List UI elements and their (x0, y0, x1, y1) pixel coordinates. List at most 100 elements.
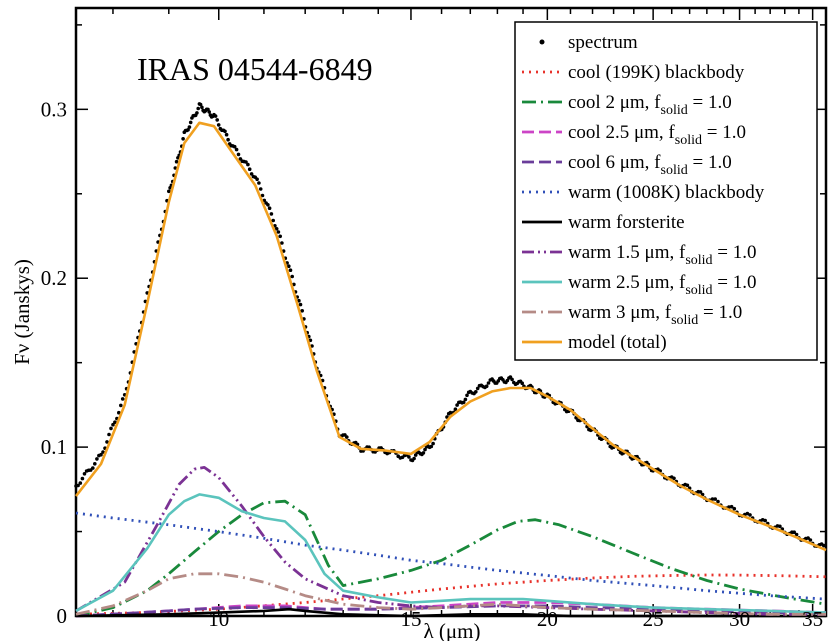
legend-item: warm forsterite (522, 212, 685, 233)
legend-label-tail: = 1.0 (713, 272, 757, 293)
x-tick-label: 10 (208, 607, 229, 631)
spectrum-point (794, 532, 799, 537)
spectrum-point (246, 162, 250, 167)
x-tick-label: 15 (400, 607, 421, 631)
spectrum-point (732, 506, 737, 511)
legend-label: warm (1008K) blackbody (568, 182, 765, 203)
x-axis-title: λ (μm) (423, 619, 480, 641)
spectrum-point (105, 440, 109, 444)
spectrum-point (91, 466, 95, 470)
spectrum-point (93, 462, 97, 466)
spectrum-point (224, 132, 229, 137)
spectrum-point (276, 230, 281, 234)
spectrum-point (520, 381, 524, 386)
legend-label-main: warm forsterite (568, 212, 685, 233)
spectrum-point (186, 128, 190, 132)
legend-label: cool 6 μm, fsolid = 1.0 (568, 152, 732, 178)
y-tick-label-zero: 0 (57, 604, 68, 628)
spectrum-point (249, 172, 254, 176)
legend-item: warm 2.5 μm, fsolid = 1.0 (522, 272, 757, 298)
legend-swatch (539, 39, 545, 45)
legend-item: cool 2 μm, fsolid = 1.0 (522, 92, 732, 118)
legend-label: model (total) (568, 332, 667, 353)
y-tick-label: 0.1 (41, 435, 67, 459)
legend-label-subscript: solid (671, 313, 698, 328)
spectrum-point (258, 187, 263, 191)
spectrum-point (236, 152, 241, 157)
spectrum-point (198, 102, 203, 107)
spectrum-point (748, 513, 752, 517)
spectrum-point (297, 298, 301, 303)
series-group (74, 102, 827, 618)
spectrum-point (266, 203, 270, 207)
legend-label: spectrum (568, 32, 638, 53)
spectrum-point (255, 177, 259, 181)
spectrum-point (111, 422, 115, 427)
spectrum-point (95, 457, 99, 461)
legend-label-subscript: solid (675, 133, 702, 148)
spectrum-point (455, 403, 459, 407)
spectrum-point (216, 123, 221, 127)
tick-labels: 10 15 20 25 30 35 0.1 0.2 0.3 0 (41, 97, 823, 631)
spectrum-point (213, 114, 218, 118)
legend-item: warm (1008K) blackbody (522, 182, 765, 203)
y-tick-label: 0.3 (41, 97, 67, 121)
legend-label: warm forsterite (568, 212, 685, 233)
legend-label-main: warm 3 μm, f (568, 302, 672, 323)
spectrum-point (463, 397, 468, 402)
spectrum-point (200, 105, 204, 110)
legend-label-main: cool (199K) blackbody (568, 62, 745, 83)
legend-label-tail: = 1.0 (688, 92, 732, 113)
legend-label-main: warm (1008K) blackbody (568, 182, 765, 203)
y-axis-title: Fν (Janskys) (10, 259, 34, 365)
spectrum-point (232, 144, 237, 149)
spectrum-point (207, 110, 211, 114)
legend: spectrum cool (199K) blackbody cool 2 μm, … (514, 21, 818, 361)
spectrum-point (76, 483, 80, 488)
legend-item: cool (199K) blackbody (522, 62, 745, 83)
legend-label-subscript: solid (685, 253, 712, 268)
x-tick-label: 20 (537, 607, 558, 631)
legend-label-main: warm 2.5 μm, f (568, 272, 686, 293)
spectrum-point (262, 198, 267, 203)
spectrum-point (474, 390, 478, 394)
spectrum-point (729, 504, 734, 509)
spectrum-point (822, 543, 826, 548)
spectrum-point (196, 106, 200, 111)
series-line (75, 466, 826, 616)
y-tick-label: 0.2 (41, 266, 67, 290)
spectrum-point (710, 497, 715, 501)
legend-label-tail: = 1.0 (713, 242, 757, 263)
spectrum-point (763, 518, 767, 523)
spectrum-point (271, 218, 276, 223)
legend-label: cool (199K) blackbody (568, 62, 745, 83)
series-line (75, 499, 827, 618)
series-line (75, 493, 827, 614)
spectrum-point (188, 120, 193, 125)
spectrum-point (345, 435, 349, 439)
legend-label: warm 2.5 μm, fsolid = 1.0 (568, 272, 757, 298)
spectrum-point (278, 234, 283, 239)
spectrum-point (486, 381, 491, 385)
spectrum-point (698, 490, 703, 494)
y-axis-title-text: Fν (Janskys) (10, 259, 34, 365)
spectrum-point (290, 274, 295, 279)
legend-label-subscript: solid (685, 283, 712, 298)
spectrum-point (195, 111, 199, 115)
legend-label: cool 2.5 μm, fsolid = 1.0 (568, 122, 746, 148)
spectrum-point (412, 456, 416, 461)
spectrum-point (808, 538, 813, 542)
legend-label-main: spectrum (568, 32, 638, 53)
spectrum-point (113, 420, 117, 425)
spectrum-point (465, 393, 469, 398)
spectrum-point (685, 483, 690, 488)
chart-title: IRAS 04544-6849 (137, 51, 373, 87)
legend-label-main: cool 2 μm, f (568, 92, 661, 113)
legend-label-main: warm 1.5 μm, f (568, 242, 686, 263)
spectrum-point (672, 476, 676, 481)
spectrum-point (226, 137, 230, 142)
spectrum-point (429, 444, 434, 449)
spectrum-point (260, 193, 265, 198)
spectrum-point (510, 377, 514, 382)
